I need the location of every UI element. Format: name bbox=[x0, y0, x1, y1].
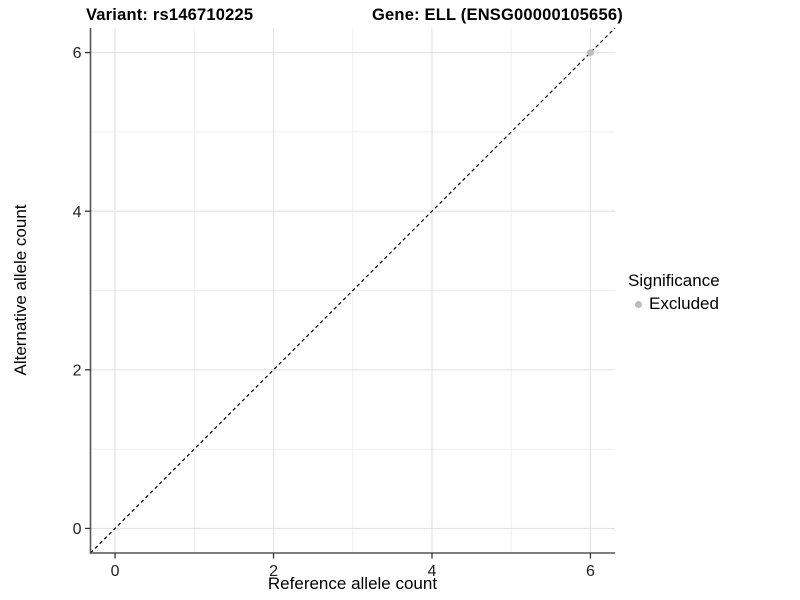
data-point bbox=[586, 49, 594, 57]
y-tick-label: 2 bbox=[73, 362, 82, 379]
y-tick-label: 6 bbox=[73, 45, 82, 62]
x-tick-label: 4 bbox=[428, 563, 437, 580]
legend: Significance Excluded bbox=[628, 271, 720, 314]
identity-reference-line bbox=[90, 27, 616, 554]
x-tick-label: 6 bbox=[586, 563, 595, 580]
legend-item-label: Excluded bbox=[649, 294, 719, 313]
legend-title: Significance bbox=[628, 271, 720, 290]
legend-point-icon bbox=[635, 300, 642, 308]
plot-title-variant: Variant: rs146710225 bbox=[86, 6, 254, 24]
y-tick-label: 0 bbox=[73, 521, 82, 538]
legend-items: Excluded bbox=[628, 294, 720, 314]
y-tick-label: 4 bbox=[73, 204, 82, 221]
x-tick-label: 2 bbox=[269, 563, 278, 580]
plot-title-gene: Gene: ELL (ENSG00000105656) bbox=[372, 6, 623, 24]
legend-item: Excluded bbox=[628, 294, 720, 314]
x-tick-label: 0 bbox=[111, 563, 120, 580]
x-axis-title: Reference allele count bbox=[267, 574, 438, 593]
